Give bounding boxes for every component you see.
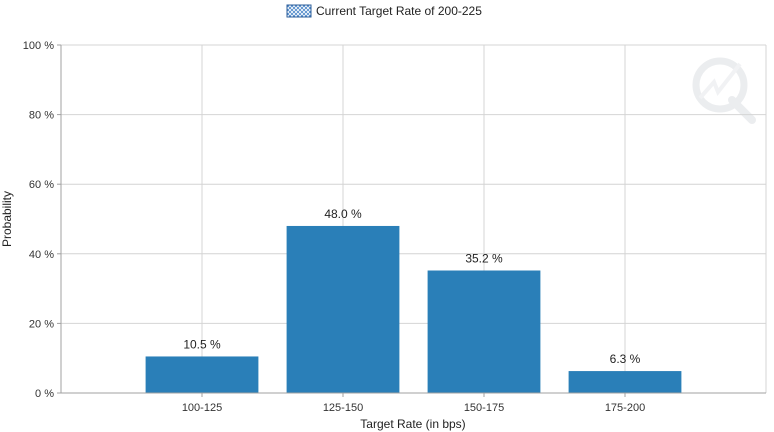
legend-swatch: [286, 4, 312, 18]
bar-100-125[interactable]: [145, 356, 259, 393]
x-axis-title: Target Rate (in bps): [360, 417, 465, 431]
data-label: 35.2 %: [465, 252, 503, 266]
bar-125-150[interactable]: [286, 225, 400, 393]
y-tick-label: 0 %: [35, 388, 54, 400]
tick-labels: 0 % 20 % 40 % 60 % 80 % 100 % 10.5 % 100-125 48.…: [23, 40, 645, 414]
data-label: 6.3 %: [610, 352, 641, 366]
watermark-logo-icon: [692, 57, 756, 124]
data-label: 48.0 %: [324, 207, 362, 221]
x-tick-label: 150-175: [464, 402, 504, 414]
bars: [145, 225, 682, 393]
bar-150-175[interactable]: [427, 270, 541, 393]
gridlines: [60, 44, 767, 394]
x-tick-label: 100-125: [182, 402, 222, 414]
y-axis-title: Probability: [0, 191, 14, 247]
x-tick-label: 175-200: [605, 402, 645, 414]
x-tick-label: 125-150: [323, 402, 363, 414]
legend[interactable]: Current Target Rate of 200-225: [286, 4, 482, 18]
data-label: 10.5 %: [183, 337, 221, 351]
y-tick-label: 100 %: [23, 40, 54, 52]
y-tick-label: 40 %: [29, 249, 54, 261]
y-tick-label: 60 %: [29, 179, 54, 191]
axes: [57, 44, 766, 397]
y-tick-label: 20 %: [29, 318, 54, 330]
y-tick-label: 80 %: [29, 110, 54, 122]
legend-label: Current Target Rate of 200-225: [316, 4, 482, 18]
bar-175-200[interactable]: [568, 371, 682, 393]
